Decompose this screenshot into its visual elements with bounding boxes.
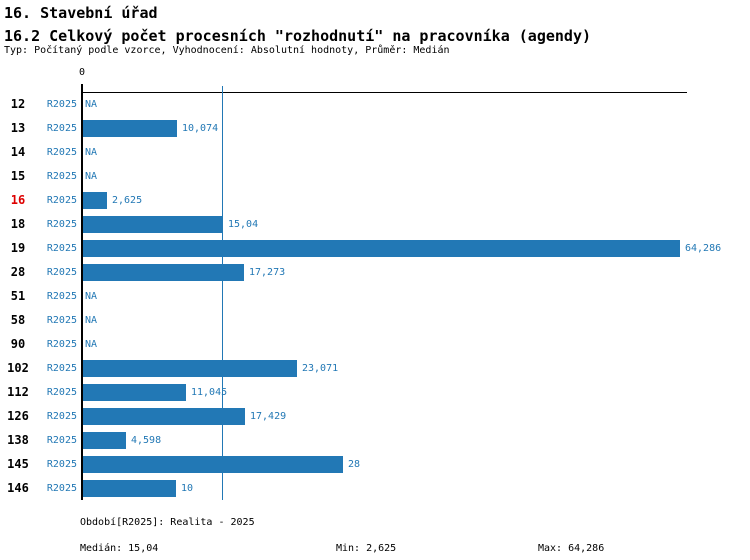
row-id-label: 112 (7, 385, 29, 399)
row-id-label: 58 (10, 313, 26, 327)
axis-top-line (81, 92, 687, 93)
row-bar (83, 120, 177, 137)
footer-max-label: Max: 64,286 (538, 543, 605, 554)
row-id-label: 28 (10, 265, 26, 279)
row-id-label: 12 (10, 97, 26, 111)
median-line (221, 86, 223, 500)
row-id-label: 13 (10, 121, 26, 135)
row-id-label: 138 (7, 433, 29, 447)
row-value-label: 11,045 (191, 387, 228, 398)
row-period-label: R2025 (46, 483, 77, 494)
row-value-label: NA (85, 291, 98, 302)
row-id-label: 145 (7, 457, 29, 471)
page-title: 16. Stavební úřad (4, 4, 158, 22)
row-period-label: R2025 (46, 147, 77, 158)
row-value-label: NA (85, 147, 98, 158)
footer-period-label: Období[R2025]: Realita - 2025 (80, 517, 255, 528)
row-value-label: 15,04 (228, 219, 259, 230)
row-id-label: 14 (10, 145, 26, 159)
row-id-label: 90 (10, 337, 26, 351)
row-value-label: NA (85, 171, 98, 182)
row-period-label: R2025 (46, 195, 77, 206)
row-value-label: 23,071 (302, 363, 339, 374)
row-bar (83, 216, 223, 233)
axis-left-line (81, 84, 83, 500)
footer-min-label: Min: 2,625 (336, 543, 397, 554)
row-id-label: 102 (7, 361, 29, 375)
row-period-label: R2025 (46, 435, 77, 446)
row-id-label: 126 (7, 409, 29, 423)
row-id-label: 51 (10, 289, 26, 303)
row-period-label: R2025 (46, 339, 77, 350)
row-period-label: R2025 (46, 123, 77, 134)
row-bar (83, 240, 680, 257)
row-id-label: 15 (10, 169, 26, 183)
row-value-label: 17,429 (250, 411, 287, 422)
row-bar (83, 384, 186, 401)
row-value-label: 10,074 (182, 123, 219, 134)
row-id-label: 18 (10, 217, 26, 231)
row-value-label: NA (85, 315, 98, 326)
axis-zero-tick-label: 0 (79, 67, 86, 78)
row-period-label: R2025 (46, 291, 77, 302)
row-bar (83, 456, 343, 473)
row-bar (83, 480, 176, 497)
row-period-label: R2025 (46, 387, 77, 398)
chart-subtitle: Typ: Počítaný podle vzorce, Vyhodnocení:… (4, 45, 450, 56)
row-value-label: NA (85, 99, 98, 110)
row-period-label: R2025 (46, 267, 77, 278)
row-bar (83, 408, 245, 425)
row-period-label: R2025 (46, 459, 77, 470)
row-bar (83, 264, 244, 281)
row-value-label: 17,273 (249, 267, 286, 278)
row-value-label: 2,625 (112, 195, 143, 206)
row-value-label: 4,598 (131, 435, 162, 446)
row-period-label: R2025 (46, 171, 77, 182)
row-period-label: R2025 (46, 363, 77, 374)
row-period-label: R2025 (46, 243, 77, 254)
row-value-label: NA (85, 339, 98, 350)
row-bar (83, 192, 107, 209)
row-period-label: R2025 (46, 99, 77, 110)
row-bar (83, 432, 126, 449)
row-id-label: 146 (7, 481, 29, 495)
row-id-label: 19 (10, 241, 26, 255)
row-period-label: R2025 (46, 411, 77, 422)
row-value-label: 28 (348, 459, 361, 470)
row-value-label: 10 (181, 483, 194, 494)
row-period-label: R2025 (46, 315, 77, 326)
row-id-label: 16 (10, 193, 26, 207)
row-period-label: R2025 (46, 219, 77, 230)
chart-title: 16.2 Celkový počet procesních "rozhodnut… (4, 27, 591, 45)
row-bar (83, 360, 297, 377)
footer-median-label: Medián: 15,04 (80, 543, 159, 554)
row-value-label: 64,286 (685, 243, 722, 254)
